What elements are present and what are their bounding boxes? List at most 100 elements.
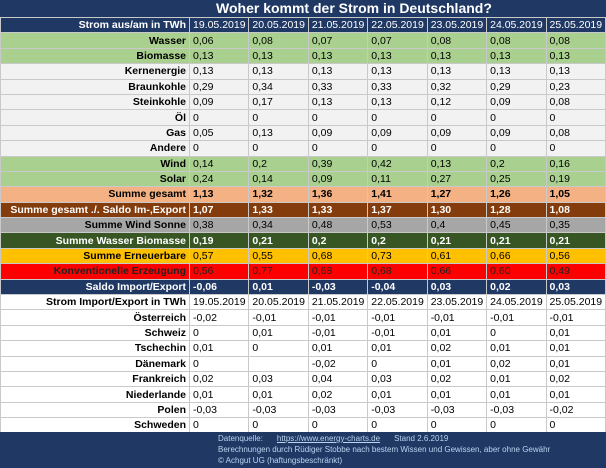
cell: 1,32 xyxy=(248,186,309,203)
cell: 0,09 xyxy=(307,170,369,188)
cell: 1,36 xyxy=(307,186,369,203)
data-row: Solar 0,24 0,14 0,09 0,11 0,27 0,25 0,19 xyxy=(0,170,606,188)
cell: 0 xyxy=(188,324,250,342)
date-header: 21.05.2019 xyxy=(307,16,369,34)
cell: 0 xyxy=(248,109,309,126)
copyright: © Achgut UG (haftungsbeschränkt) xyxy=(218,456,343,465)
cell: 0 xyxy=(307,140,369,157)
cell: 0,13 xyxy=(248,47,309,65)
row-label: Wind xyxy=(0,155,190,172)
cell: -0,01 xyxy=(486,309,547,326)
cell: 0,21 xyxy=(545,232,606,249)
cell: 0,13 xyxy=(188,47,250,65)
energy-table: Strom aus/am in TWh 19.05.2019 20.05.2019 2… xyxy=(0,16,606,434)
cell: 0,68 xyxy=(367,263,428,280)
cell: 0 xyxy=(486,324,547,342)
cell: 0 xyxy=(307,417,369,434)
cell: 0,2 xyxy=(307,232,369,249)
cell: 0,68 xyxy=(307,263,369,280)
cell: 0 xyxy=(367,417,428,434)
cell: 0,01 xyxy=(248,324,309,342)
cell: 0,08 xyxy=(248,32,309,49)
cell: 1,05 xyxy=(545,186,606,203)
cell: 0,13 xyxy=(367,63,428,80)
row-label: Österreich xyxy=(0,309,190,326)
cell: 1,28 xyxy=(486,201,547,219)
cell: 0,13 xyxy=(486,47,547,65)
cell xyxy=(248,355,309,372)
cell: 0 xyxy=(307,109,369,126)
data-row: Summe gesamt ./. Saldo Im-,Export 1,07 1,3… xyxy=(0,201,606,219)
cell: 0,17 xyxy=(248,93,309,111)
cell: 0,08 xyxy=(545,124,606,142)
cell: 0,23 xyxy=(545,78,606,95)
cell: 0 xyxy=(426,140,488,157)
cell: -0,03 xyxy=(307,401,369,419)
cell: 1,41 xyxy=(367,186,428,203)
cell: 0,24 xyxy=(188,170,250,188)
cell: 0,25 xyxy=(486,170,547,188)
date-header: 20.05.2019 xyxy=(248,294,309,311)
row-label: Braunkohle xyxy=(0,78,190,95)
row-label: Summe Erneuerbare xyxy=(0,247,190,265)
cell: 0,02 xyxy=(486,355,547,372)
cell: 0,13 xyxy=(367,47,428,65)
cell: 0,13 xyxy=(486,63,547,80)
data-row: Schweiz 0 0,01 -0,01 -0,01 0,01 0 0,01 xyxy=(0,324,606,342)
row-label: Summe Wind Sonne xyxy=(0,217,190,234)
cell: 0,01 xyxy=(426,386,488,403)
cell: -0,03 xyxy=(367,401,428,419)
data-row: Braunkohle 0,29 0,34 0,33 0,33 0,32 0,29 0,23 xyxy=(0,78,606,95)
cell: 0,53 xyxy=(367,217,428,234)
cell: 1,33 xyxy=(307,201,369,219)
cell: 0,56 xyxy=(545,247,606,265)
cell: 0,21 xyxy=(248,232,309,249)
cell: -0,03 xyxy=(188,401,250,419)
cell: 1,07 xyxy=(188,201,250,219)
cell: 0,01 xyxy=(248,278,309,296)
cell: -0,04 xyxy=(367,278,428,296)
row-label: Dänemark xyxy=(0,355,190,372)
cell: 0,02 xyxy=(426,340,488,357)
date-header: 24.05.2019 xyxy=(486,294,547,311)
cell: 0,29 xyxy=(486,78,547,95)
row-label: Schweden xyxy=(0,417,190,434)
cell: 0,09 xyxy=(188,93,250,111)
row-label: Saldo Import/Export xyxy=(0,278,190,296)
cell: 0 xyxy=(188,355,250,372)
row-label: Niederlande xyxy=(0,386,190,403)
source-label: Datenquelle: xyxy=(218,434,263,443)
cell: -0,03 xyxy=(486,401,547,419)
cell: 0,33 xyxy=(367,78,428,95)
cell: -0,01 xyxy=(367,309,428,326)
cell: 0,01 xyxy=(367,386,428,403)
cell: 0,01 xyxy=(307,340,369,357)
cell: 0,66 xyxy=(426,263,488,280)
cell: -0,02 xyxy=(545,401,606,419)
cell: 0,13 xyxy=(307,93,369,111)
date-header: 21.05.2019 xyxy=(307,294,369,311)
cell: 0 xyxy=(367,355,428,372)
data-row: Kernenergie 0,13 0,13 0,13 0,13 0,13 0,13 0,13 xyxy=(0,63,606,80)
cell: 0,29 xyxy=(188,78,250,95)
cell: 0,2 xyxy=(248,155,309,172)
cell: 0,03 xyxy=(248,370,309,388)
cell: 0 xyxy=(486,417,547,434)
row-label: Gas xyxy=(0,124,190,142)
cell: 0,13 xyxy=(307,63,369,80)
row-label: Summe Wasser Biomasse xyxy=(0,232,190,249)
cell: -0,06 xyxy=(188,278,250,296)
cell: 0,66 xyxy=(486,247,547,265)
cell: 0,01 xyxy=(545,355,606,372)
cell: 0 xyxy=(248,340,309,357)
cell: 1,08 xyxy=(545,201,606,219)
data-row: Summe Erneuerbare 0,57 0,55 0,68 0,73 0,61 0,6… xyxy=(0,247,606,265)
date-header: 25.05.2019 xyxy=(545,294,606,311)
date-header: 25.05.2019 xyxy=(545,16,606,34)
cell: 0,56 xyxy=(188,263,250,280)
data-row: Frankreich 0,02 0,03 0,04 0,03 0,02 0,01 0,02 xyxy=(0,370,606,388)
cell: 0,19 xyxy=(188,232,250,249)
cell: 0,01 xyxy=(248,386,309,403)
cell: 1,33 xyxy=(248,201,309,219)
header-row: Strom Import/Export in TWh 19.05.2019 20.0… xyxy=(0,294,606,311)
